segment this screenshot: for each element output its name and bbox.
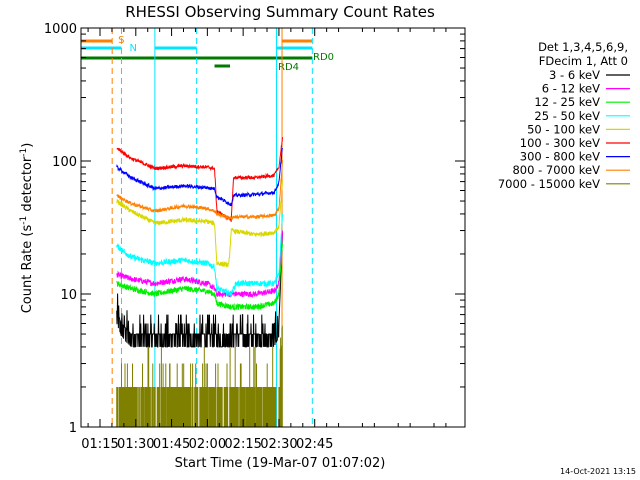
y-tick-label-100: 100 <box>52 155 77 170</box>
series-line-25-50-kev <box>116 213 283 298</box>
flag-label-n: N <box>129 43 136 54</box>
legend-label-3-6-kev: 3 - 6 keV <box>549 68 600 82</box>
plot-frame <box>80 27 466 428</box>
legend-header-line-1: Det 1,3,4,5,6,9, <box>538 40 628 54</box>
series-lines <box>116 137 283 427</box>
x-tick-label-02-45: 02:45 <box>296 437 333 452</box>
series-line-300-800-kev <box>116 147 283 207</box>
legend-label-7000-15000-kev: 7000 - 15000 keV <box>498 177 600 191</box>
legend-label-100-300-kev: 100 - 300 keV <box>520 136 600 150</box>
series-line-3-6-kev <box>116 231 283 348</box>
x-tick-label-01-30: 01:30 <box>117 437 154 452</box>
legend-header-line-2: FDecim 1, Att 0 <box>539 54 628 68</box>
x-tick-label-02-30: 02:30 <box>260 437 297 452</box>
legend-label-300-800-kev: 300 - 800 keV <box>520 150 600 164</box>
series-line-100-300-kev <box>116 137 283 222</box>
y-tick-label-1: 1 <box>69 421 77 436</box>
flag-label-rd0: RD0 <box>313 52 334 63</box>
y-axis-label: Count Rate (s-1 detector-1) <box>19 143 35 314</box>
x-axis-label: Start Time (19-Mar-07 01:07:02) <box>175 456 386 471</box>
legend: Det 1,3,4,5,6,9, FDecim 1, Att 0 3 - 6 k… <box>498 40 630 191</box>
series-line-800-7000-kev <box>116 160 283 221</box>
chart-title: RHESSI Observing Summary Count Rates <box>125 3 435 21</box>
y-tick-label-1000: 1000 <box>44 22 77 37</box>
timestamp: 14-Oct-2021 13:15 <box>560 467 636 476</box>
y-tick-label-10: 10 <box>60 288 77 303</box>
x-tick-label-02-15: 02:15 <box>224 437 261 452</box>
legend-label-800-7000-kev: 800 - 7000 keV <box>512 163 600 177</box>
series-line-50-100-kev <box>116 180 283 268</box>
legend-label-6-12-kev: 6 - 12 keV <box>542 82 600 96</box>
x-tick-label-01-15: 01:15 <box>81 437 118 452</box>
flag-label-rd4: RD4 <box>278 62 299 73</box>
series-line-7000-15000-kev <box>116 325 283 427</box>
x-tick-label-02-00: 02:00 <box>189 437 226 452</box>
x-tick-label-01-45: 01:45 <box>153 437 190 452</box>
legend-label-25-50-kev: 25 - 50 keV <box>534 109 600 123</box>
series-line-6-12-kev <box>116 230 283 299</box>
legend-label-12-25-kev: 12 - 25 keV <box>534 95 600 109</box>
legend-label-50-100-kev: 50 - 100 keV <box>527 122 600 136</box>
series-line-12-25-kev <box>116 244 283 312</box>
